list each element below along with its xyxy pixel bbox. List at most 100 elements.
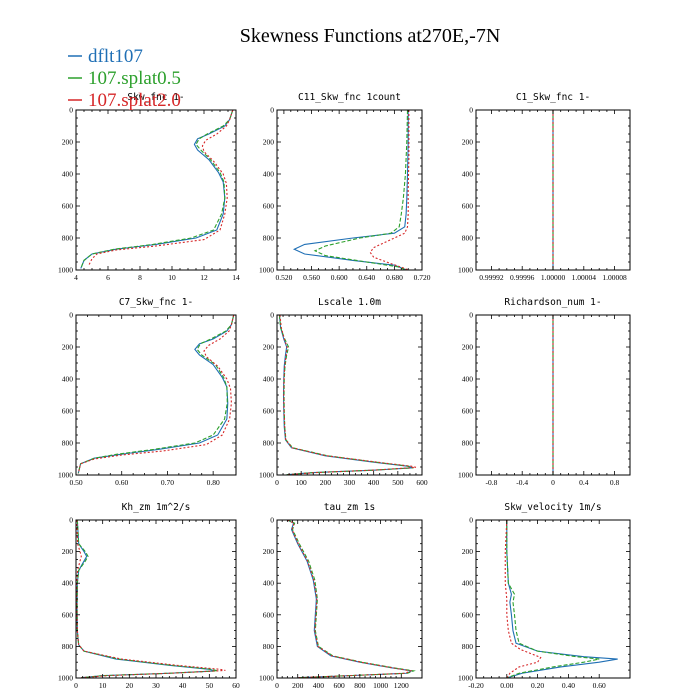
panel-6: Richardson_num 1- -0.8 -0.4 0 0.4 0.8 0 200 400 6… <box>458 297 631 487</box>
y-tick-label: 200 <box>462 343 474 352</box>
y-tick-label: 200 <box>263 547 275 556</box>
panel-grid: Skw_fnc 1-4 6 8 10 12 1402004006008001000C11_… <box>58 92 631 690</box>
y-tick-label: 200 <box>62 138 74 147</box>
y-tick-label: 600 <box>263 610 275 619</box>
panel-title: Skw_fnc 1- <box>127 92 184 103</box>
panel-title: Kh_zm 1m^2/s <box>122 502 191 513</box>
x-tick-label: 0.50 <box>69 478 82 487</box>
series-group <box>504 520 618 678</box>
y-tick-label: 400 <box>62 375 74 384</box>
y-tick-label: 200 <box>263 138 275 147</box>
x-tick-label: 0.60 <box>593 681 606 690</box>
legend-label: 107.splat2.0 <box>88 90 181 111</box>
x-tick-label: 0 <box>275 478 279 487</box>
panel-4: C7_Skw_fnc 1- 0.50 0.60 0.70 0.80 0 200 400 600 8… <box>58 297 237 487</box>
panel-title: Skw_velocity 1m/s <box>504 502 601 513</box>
x-tick-label: 0 <box>551 478 555 487</box>
x-tick-label: 0.99992 <box>479 273 504 282</box>
y-tick-label: 800 <box>62 439 74 448</box>
y-tick-label: 0 <box>270 516 274 525</box>
y-tick-label: 200 <box>62 547 74 556</box>
y-tick-label: 0 <box>469 311 473 320</box>
series-line-107-splat2-0 <box>77 315 235 474</box>
legend-label: dflt107 <box>88 46 143 67</box>
panel-title: Richardson_num 1- <box>504 297 601 308</box>
y-tick-label: 400 <box>462 170 474 179</box>
x-tick-label: 300 <box>344 478 356 487</box>
panel-title: C11_Skw_fnc 1count <box>298 92 401 103</box>
series-line-dflt107 <box>80 110 234 269</box>
x-tick-label: 0.560 <box>303 273 320 282</box>
x-tick-label: 12 <box>200 273 208 282</box>
x-tick-label: 0.600 <box>331 273 348 282</box>
series-group <box>292 110 410 270</box>
x-tick-label: 600 <box>416 478 428 487</box>
panel-1: Skw_fnc 1- 4 6 8 10 12 14 0 200 400 600 800 1000 <box>58 92 240 282</box>
x-tick-label: 1.00000 <box>541 273 566 282</box>
y-tick-label: 0 <box>270 311 274 320</box>
x-tick-label: 14 <box>232 273 240 282</box>
y-tick-label: 600 <box>62 610 74 619</box>
x-tick-label: 4 <box>74 273 78 282</box>
y-tick-label: 600 <box>462 202 474 211</box>
y-tick-label: 1000 <box>458 266 473 275</box>
y-tick-label: 0 <box>469 106 473 115</box>
series-line-107-splat2-0 <box>76 520 226 678</box>
x-tick-label: 0.99996 <box>510 273 535 282</box>
y-tick-label: 1000 <box>58 266 73 275</box>
y-tick-label: 800 <box>263 234 275 243</box>
panel-7: Kh_zm 1m^2/s0 10 20 30 40 50 60020040060080010… <box>58 502 240 690</box>
y-tick-label: 400 <box>62 579 74 588</box>
y-tick-label: 0 <box>69 311 73 320</box>
series-group <box>278 315 417 475</box>
panel-title: C1_Skw_fnc 1- <box>516 92 590 103</box>
x-tick-label: 600 <box>334 681 346 690</box>
x-tick-label: -0.4 <box>516 478 528 487</box>
y-tick-label: 1000 <box>259 674 274 683</box>
panel-title: tau_zm 1s <box>324 502 375 513</box>
y-tick-label: 0 <box>270 106 274 115</box>
x-tick-label: 0.680 <box>386 273 403 282</box>
x-tick-label: 800 <box>354 681 366 690</box>
series-line-107-splat2-0 <box>287 520 413 678</box>
series-line-107-splat0-5 <box>506 520 600 678</box>
x-tick-label: 200 <box>292 681 304 690</box>
legend-label: 107.splat0.5 <box>88 68 181 89</box>
x-tick-label: 1000 <box>373 681 388 690</box>
x-tick-label: 10 <box>99 681 107 690</box>
y-tick-label: 200 <box>263 343 275 352</box>
x-tick-label: 0 <box>74 681 78 690</box>
y-tick-label: 600 <box>263 202 275 211</box>
y-tick-label: 400 <box>462 579 474 588</box>
x-tick-label: 60 <box>232 681 240 690</box>
x-tick-label: 8 <box>138 273 142 282</box>
series-line-107-splat2-0 <box>504 520 542 678</box>
y-tick-label: 0 <box>469 516 473 525</box>
series-line-107-splat0-5 <box>313 110 409 270</box>
y-tick-label: 1000 <box>58 471 73 480</box>
x-tick-label: 30 <box>152 681 160 690</box>
y-tick-label: 200 <box>462 138 474 147</box>
y-tick-label: 400 <box>62 170 74 179</box>
y-tick-label: 200 <box>62 343 74 352</box>
series-line-107-splat2-0 <box>88 110 234 266</box>
x-tick-label: 1.00004 <box>572 273 597 282</box>
legend-entry: dflt107 <box>68 46 143 67</box>
x-tick-label: 0.720 <box>414 273 431 282</box>
series-line-107-splat0-5 <box>80 110 234 269</box>
x-tick-label: 0.20 <box>531 681 544 690</box>
y-tick-label: 400 <box>462 375 474 384</box>
x-tick-label: 500 <box>392 478 404 487</box>
series-group <box>77 315 235 474</box>
x-tick-label: 0.40 <box>562 681 575 690</box>
x-tick-label: 0.60 <box>115 478 128 487</box>
x-tick-label: 10 <box>168 273 176 282</box>
x-tick-label: 400 <box>313 681 325 690</box>
y-tick-label: 800 <box>62 234 74 243</box>
series-group <box>80 110 234 269</box>
y-tick-label: 800 <box>462 439 474 448</box>
y-tick-label: 600 <box>263 407 275 416</box>
x-tick-label: 0.8 <box>610 478 620 487</box>
y-tick-label: 800 <box>462 234 474 243</box>
